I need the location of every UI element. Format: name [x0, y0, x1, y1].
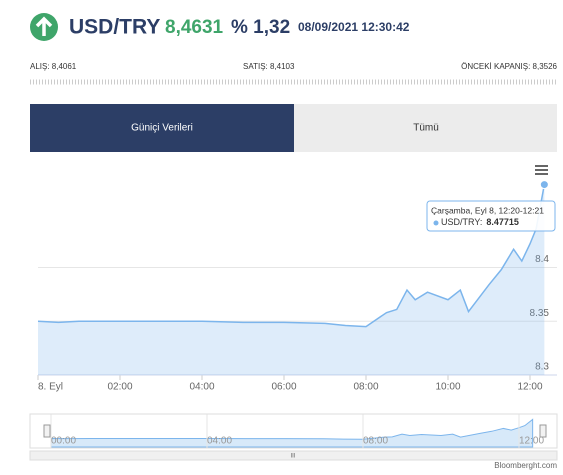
- price: 8,4631: [165, 17, 224, 38]
- y-tick-label: 8.3: [535, 362, 549, 373]
- symbol: USD/TRY: [69, 16, 160, 39]
- tab[interactable]: [294, 104, 557, 152]
- y-tick-label: 8.4: [535, 254, 549, 265]
- plot: 8.3 8.35 8.4 8. Eyl 02:00 04:00 06:00 08:00 10:0…: [37, 180, 557, 448]
- navigator-line: [50, 418, 534, 448]
- line: [37, 184, 546, 328]
- up-arrow: [35, 16, 53, 36]
- x-tick-label: 08:00: [353, 382, 378, 393]
- tab-label: Güniçi Verileri: [131, 123, 193, 134]
- tooltip: [426, 200, 556, 232]
- tooltip-dot: [433, 220, 439, 226]
- ask: SATIŞ: 8,4103: [243, 62, 295, 71]
- navigator-label: 00:00: [51, 436, 76, 447]
- navigator-label: 04:00: [207, 436, 232, 447]
- change: % 1,32: [231, 17, 290, 38]
- datetime: 08/09/2021 12:30:42: [298, 20, 410, 34]
- x-tick-label: 8. Eyl: [38, 382, 63, 393]
- navigator-label: 08:00: [363, 436, 388, 447]
- scrollbar[interactable]: [29, 450, 558, 461]
- menu-icon[interactable]: [535, 165, 548, 175]
- x-tick-label: 02:00: [107, 382, 132, 393]
- tooltip-title: Çarşamba, Eyl 8, 12:20-12:21: [431, 205, 544, 215]
- tab-label: Tümü: [413, 123, 439, 134]
- tooltip-value: 8.47715: [486, 217, 519, 227]
- navigator-label: 12:00: [519, 436, 544, 447]
- handle[interactable]: [43, 424, 51, 438]
- x-tick-label: 06:00: [271, 382, 296, 393]
- navigator: [29, 413, 558, 449]
- x-tick-label: 12:00: [517, 382, 542, 393]
- x-tick-label: 10:00: [435, 382, 460, 393]
- tooltip-label: USD/TRY:: [441, 217, 482, 227]
- bid: ALIŞ: 8,4061: [30, 62, 77, 71]
- tooltip-text: USD/TRY: 8.47715: [441, 217, 519, 227]
- handle[interactable]: [539, 424, 547, 438]
- tab-active[interactable]: [30, 104, 294, 152]
- prev-close: ÖNCEKİ KAPANIŞ: 8,3526: [461, 62, 557, 71]
- y-tick-label: 8.35: [530, 308, 550, 319]
- area: [38, 184, 545, 375]
- scroll-grip: III: [290, 454, 295, 460]
- credit: Bloomberght.com: [494, 461, 557, 470]
- hover-point: [539, 180, 549, 190]
- x-tick-label: 04:00: [189, 382, 214, 393]
